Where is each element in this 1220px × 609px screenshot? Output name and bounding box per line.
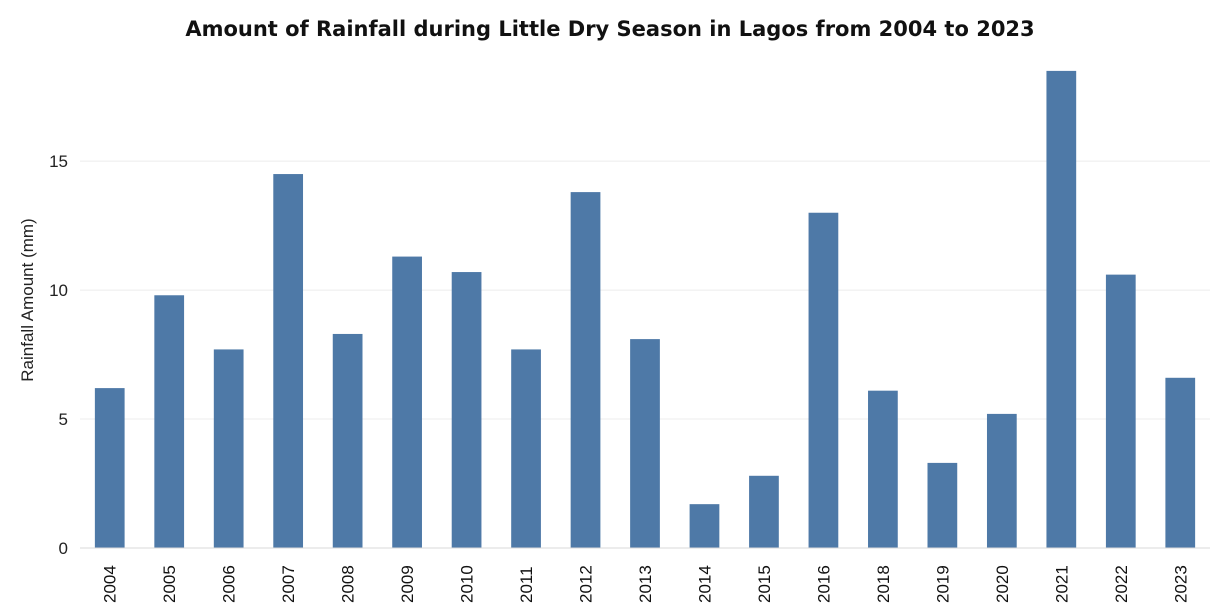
bar-2007 <box>273 174 304 549</box>
chart-title: Amount of Rainfall during Little Dry Sea… <box>185 17 1034 41</box>
x-tick-label: 2018 <box>874 565 893 603</box>
x-tick-label: 2013 <box>636 565 655 603</box>
bar-2014 <box>689 504 720 548</box>
bar-2016 <box>808 212 839 548</box>
bar-2006 <box>213 349 244 548</box>
y-tick-label: 10 <box>49 281 68 300</box>
x-tick-label: 2023 <box>1171 565 1190 603</box>
x-tick-label: 2005 <box>160 565 179 603</box>
y-tick-label: 0 <box>59 539 68 558</box>
bar-2010 <box>451 272 482 548</box>
x-tick-label: 2021 <box>1052 565 1071 603</box>
x-tick-label: 2011 <box>517 566 536 603</box>
bar-2020 <box>986 413 1017 548</box>
x-tick-label: 2020 <box>993 565 1012 603</box>
y-axis-ticks: 0 5 10 15 <box>49 152 68 558</box>
bar-2018 <box>868 390 898 548</box>
x-tick-label: 2019 <box>933 565 952 603</box>
bars <box>94 70 1196 549</box>
x-tick-label: 2009 <box>398 565 417 603</box>
y-axis-label: Rainfall Amount (mm) <box>18 218 37 381</box>
x-tick-label: 2006 <box>220 565 239 603</box>
x-tick-label: 2016 <box>814 565 833 603</box>
x-axis-ticks: 2004 2005 2006 2007 2008 2009 2010 2011 2012 2013… <box>101 565 1191 603</box>
bar-2008 <box>332 333 363 548</box>
bar-2015 <box>749 475 779 548</box>
bar-2021 <box>1046 70 1077 548</box>
x-tick-label: 2015 <box>755 565 774 603</box>
x-tick-label: 2012 <box>577 565 596 603</box>
bar-2023 <box>1165 377 1196 548</box>
bar-2022 <box>1105 274 1136 548</box>
x-tick-label: 2010 <box>458 565 477 603</box>
bar-2004 <box>94 388 125 548</box>
x-tick-label: 2004 <box>101 565 120 603</box>
x-tick-label: 2022 <box>1112 565 1131 603</box>
bar-2019 <box>927 462 958 548</box>
bar-2009 <box>392 256 422 548</box>
bar-2005 <box>154 295 185 548</box>
x-tick-label: 2008 <box>339 565 358 603</box>
y-tick-label: 15 <box>49 152 68 171</box>
y-tick-label: 5 <box>59 410 68 429</box>
x-tick-label: 2007 <box>279 565 298 603</box>
bar-2012 <box>570 192 601 548</box>
bar-2011 <box>511 349 541 548</box>
bar-2013 <box>630 339 660 548</box>
x-tick-label: 2014 <box>695 565 714 603</box>
